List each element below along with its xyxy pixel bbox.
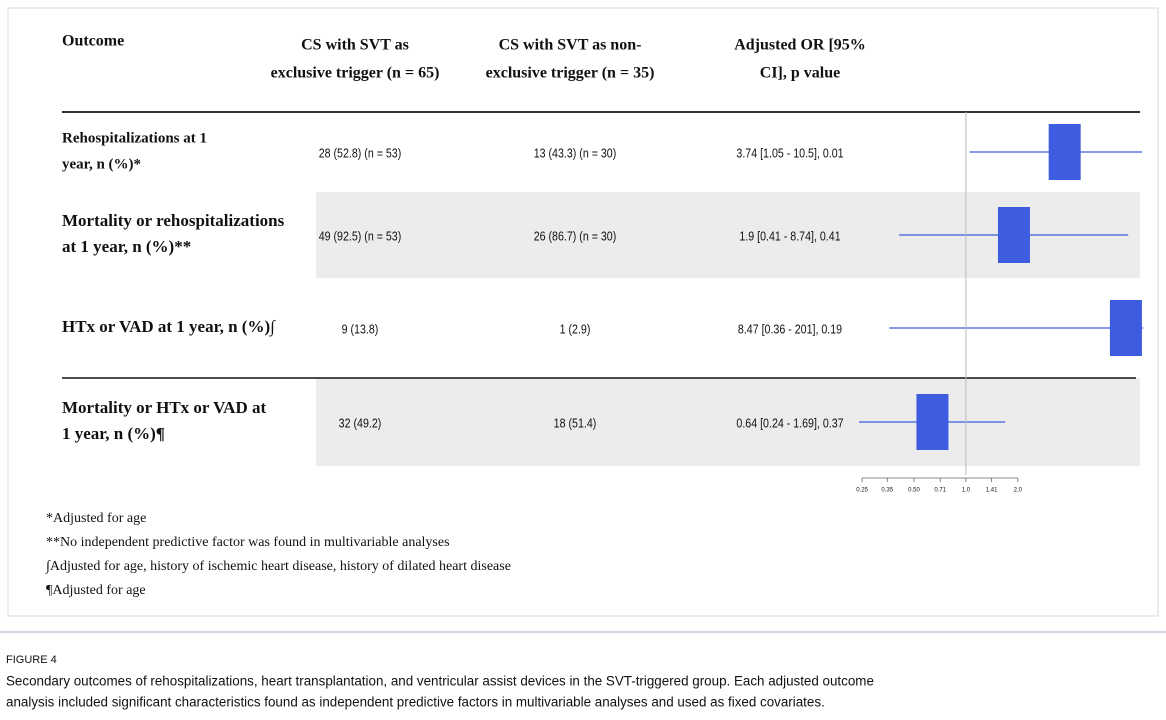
x-tick-label: 0.71: [934, 488, 946, 494]
figure-caption: analysis included significant characteri…: [6, 695, 825, 710]
column-header: Outcome: [62, 33, 124, 50]
column-header: Adjusted OR [95%: [734, 37, 866, 54]
x-tick-label: 0.50: [908, 488, 920, 494]
column-header: CI], p value: [760, 65, 840, 82]
figure-label: FIGURE 4: [6, 654, 57, 666]
column-header: exclusive trigger (n = 65): [271, 65, 440, 82]
outcome-label: Mortality or HTx or VAD at: [62, 398, 266, 417]
cell-value: 1 (2.9): [560, 321, 591, 336]
x-tick-label: 1.41: [986, 488, 998, 494]
estimate-box: [1048, 124, 1081, 180]
cell-value: 32 (49.2): [339, 415, 382, 430]
forest-plot: [859, 124, 1142, 450]
footnote: ∫Adjusted for age, history of ischemic h…: [45, 559, 511, 574]
ci-arrow: [1119, 320, 1145, 336]
outcome-label: HTx or VAD at 1 year, n (%)∫: [62, 317, 276, 337]
estimate-box: [1109, 300, 1142, 356]
x-tick-label: 2.0: [1014, 488, 1023, 494]
x-tick-label: 1.0: [962, 488, 971, 494]
column-header: CS with SVT as non-: [499, 37, 642, 54]
estimate-box: [997, 207, 1030, 263]
footnote: **No independent predictive factor was f…: [46, 535, 450, 550]
footnote: *Adjusted for age: [46, 511, 146, 526]
cell-value: 49 (92.5) (n = 53): [319, 228, 402, 243]
column-header: exclusive trigger (n = 35): [486, 65, 655, 82]
figure-frame: [7, 7, 1159, 617]
x-tick-label: 0.35: [881, 488, 893, 494]
cell-value: 9 (13.8): [342, 321, 379, 336]
estimate-box: [916, 394, 949, 450]
column-header: CS with SVT as: [301, 37, 409, 54]
outcome-label: year, n (%)*: [62, 156, 141, 172]
cell-value: 13 (43.3) (n = 30): [534, 145, 617, 160]
cell-value: 3.74 [1.05 - 10.5], 0.01: [736, 145, 844, 160]
row-shade: [316, 378, 1140, 466]
cell-value: 18 (51.4): [554, 415, 597, 430]
outcome-label: at 1 year, n (%)**: [62, 237, 191, 256]
x-tick-label: 0.25: [856, 488, 868, 494]
figure-caption: Secondary outcomes of rehospitalizations…: [6, 674, 874, 689]
outcome-label: 1 year, n (%)¶: [62, 424, 165, 443]
cell-value: 8.47 [0.36 - 201], 0.19: [738, 321, 843, 336]
cell-value: 1.9 [0.41 - 8.74], 0.41: [739, 228, 841, 243]
footnote: ¶Adjusted for age: [46, 583, 146, 598]
cell-value: 26 (86.7) (n = 30): [534, 228, 617, 243]
outcome-label: Rehospitalizations at 1: [62, 130, 207, 146]
cell-value: 28 (52.8) (n = 53): [319, 145, 402, 160]
outcome-label: Mortality or rehospitalizations: [62, 211, 285, 230]
cell-value: 0.64 [0.24 - 1.69], 0.37: [736, 415, 843, 430]
